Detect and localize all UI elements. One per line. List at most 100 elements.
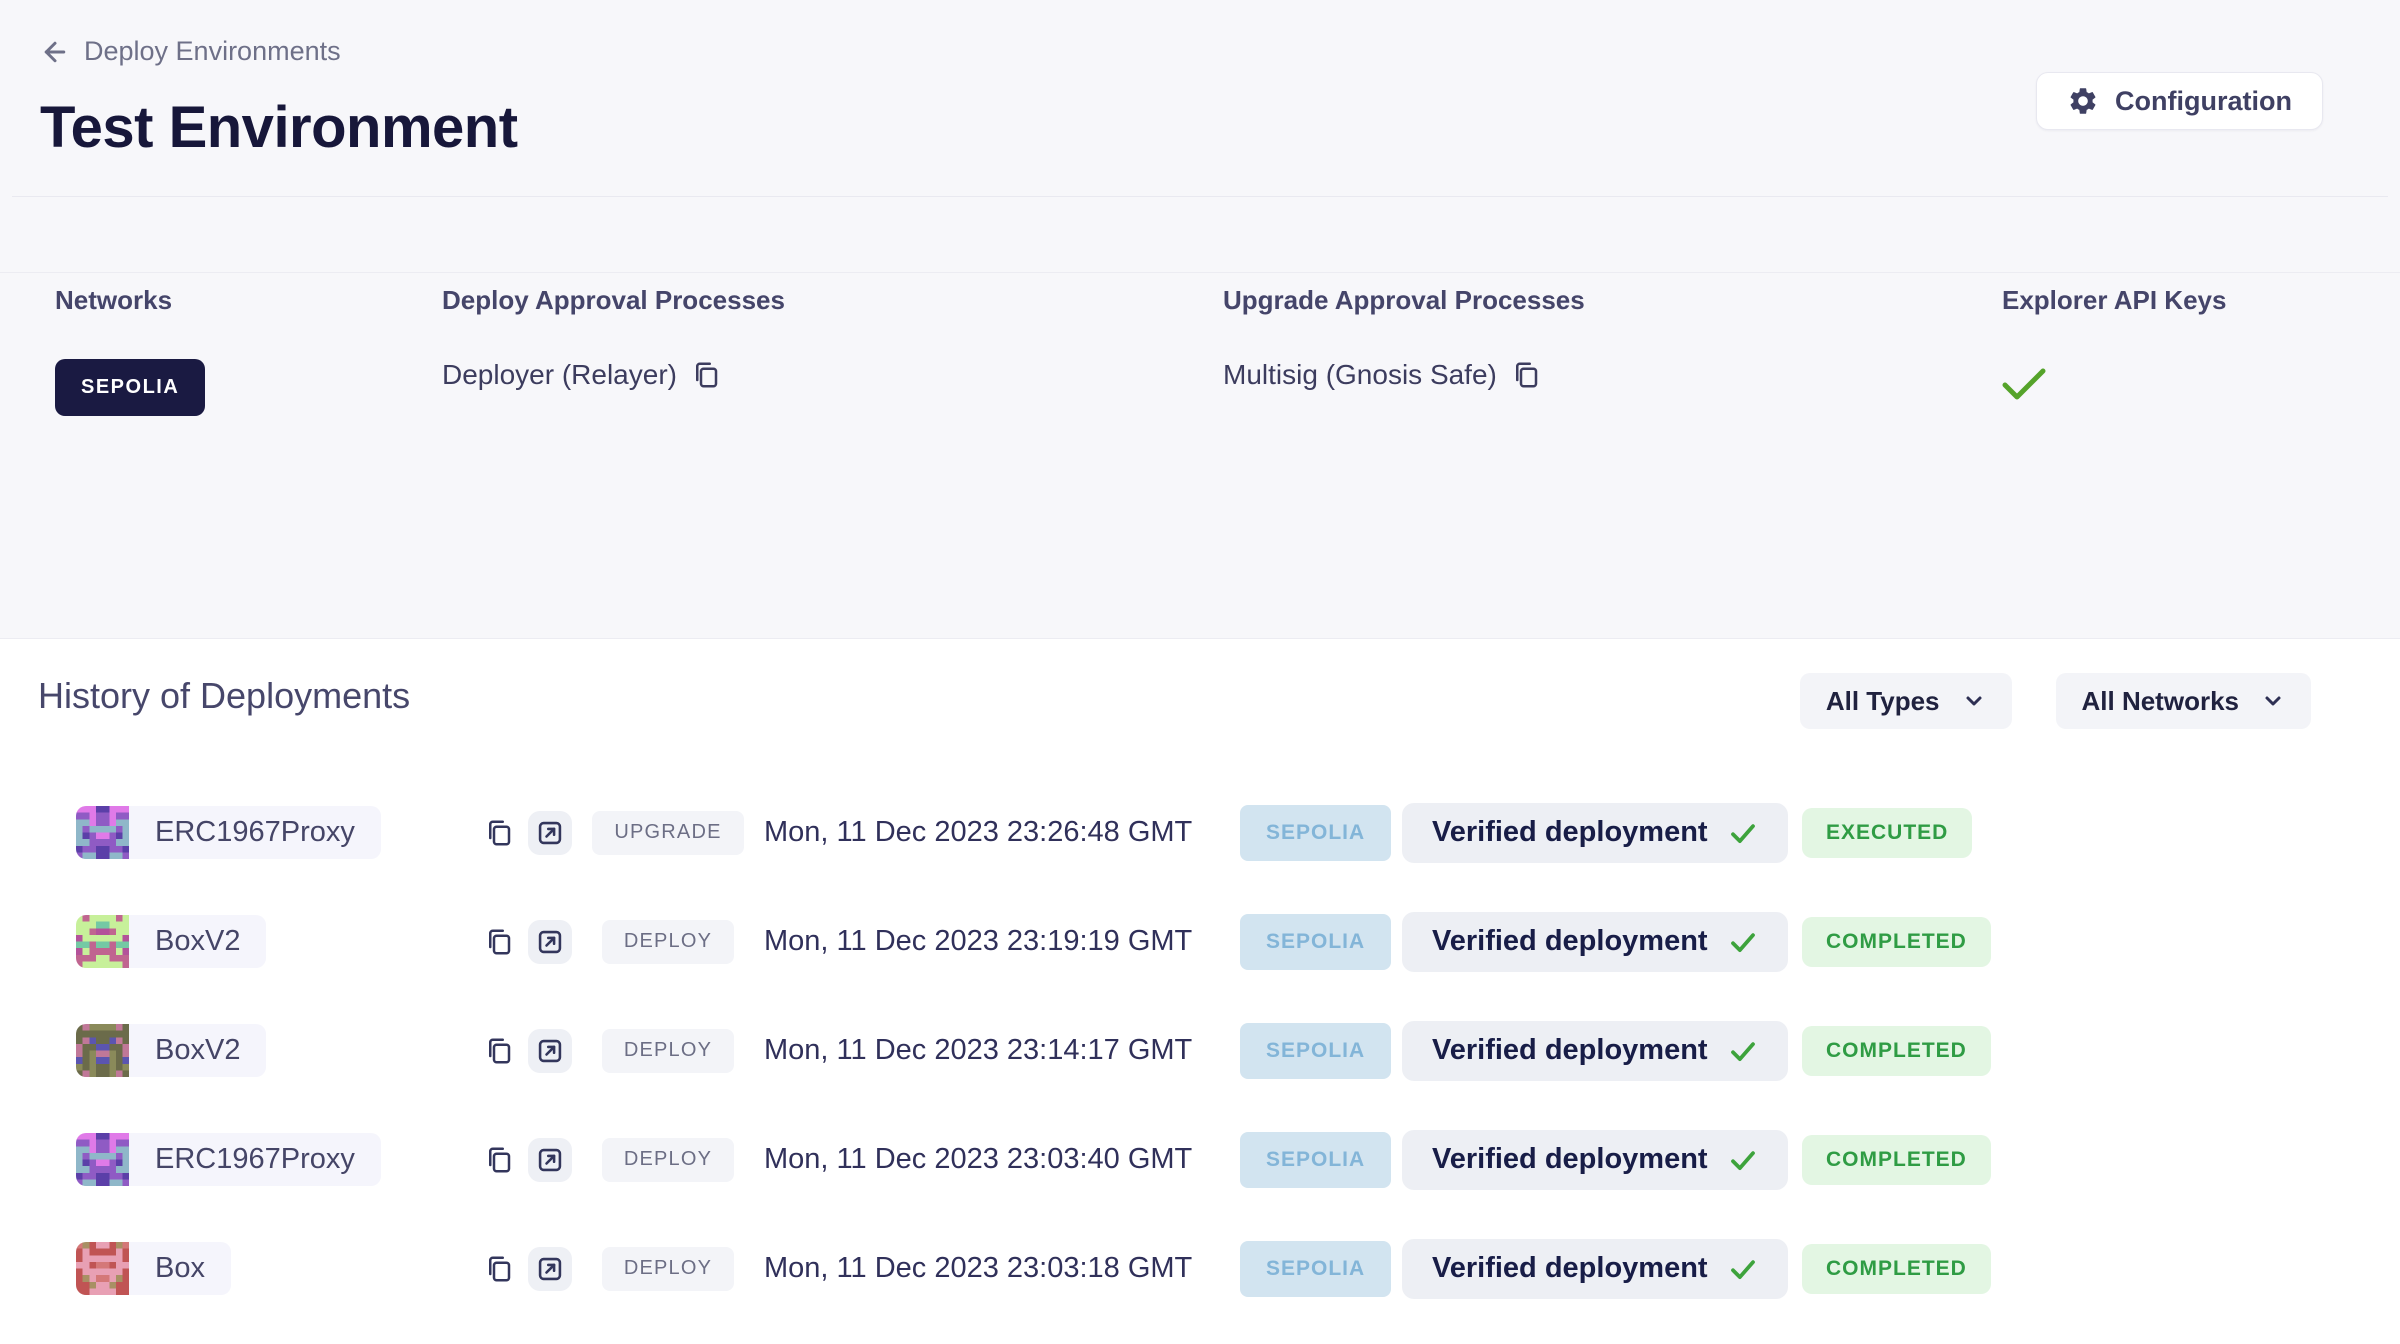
type-cell: DEPLOY xyxy=(600,1028,736,1073)
contract-cell: BoxV2 xyxy=(76,1024,484,1077)
status-cell: EXECUTED xyxy=(1802,807,1973,858)
external-link-icon xyxy=(538,821,562,844)
contract-avatar xyxy=(76,1024,129,1077)
column-header-upgrade-approval: Upgrade Approval Processes xyxy=(1223,285,1585,315)
verification-label: Verified deployment xyxy=(1432,1252,1708,1284)
page-title: Test Environment xyxy=(40,95,518,160)
external-link-button[interactable] xyxy=(528,1246,572,1291)
verification-pill: Verified deployment xyxy=(1402,1020,1788,1081)
deployment-row: BoxV2 DEPLOY Mon, 11 Dec 2023 23:19:19 G… xyxy=(76,911,2400,972)
verification-label: Verified deployment xyxy=(1432,925,1708,957)
contract-name: BoxV2 xyxy=(129,1024,267,1077)
deployment-row: ERC1967Proxy DEPLOY Mon, 11 Dec 2023 23:… xyxy=(76,1129,2400,1190)
contract-name: ERC1967Proxy xyxy=(129,1133,381,1186)
external-link-button[interactable] xyxy=(528,1137,572,1182)
status-cell: COMPLETED xyxy=(1802,1025,1991,1076)
verification-label: Verified deployment xyxy=(1432,1034,1708,1066)
breadcrumb-label[interactable]: Deploy Environments xyxy=(84,36,341,66)
external-link-icon xyxy=(538,930,562,953)
external-link-button[interactable] xyxy=(528,810,572,855)
copy-icon xyxy=(489,1038,511,1063)
copy-icon xyxy=(489,929,511,954)
deployment-date: Mon, 11 Dec 2023 23:03:40 GMT xyxy=(764,1143,1193,1175)
status-badge: COMPLETED xyxy=(1802,916,1991,967)
history-rows: ERC1967Proxy UPGRADE Mon, 11 Dec 2023 23… xyxy=(76,802,2400,1344)
deployment-type-badge: DEPLOY xyxy=(601,1137,735,1182)
upgrade-approval-value: Multisig (Gnosis Safe) xyxy=(1223,359,1497,390)
copy-upgrade-approval-button[interactable] xyxy=(1511,360,1541,390)
history-title: History of Deployments xyxy=(38,675,411,716)
type-filter-dropdown[interactable]: All Types xyxy=(1799,673,2012,729)
deployment-date: Mon, 11 Dec 2023 23:19:19 GMT xyxy=(764,925,1193,957)
verification-pill: Verified deployment xyxy=(1402,1129,1788,1190)
verification-label: Verified deployment xyxy=(1432,816,1708,848)
row-actions xyxy=(484,1246,600,1291)
chevron-down-icon xyxy=(1966,696,1981,706)
verification-pill: Verified deployment xyxy=(1402,802,1788,863)
environment-details: Networks Deploy Approval Processes Upgra… xyxy=(0,272,2400,638)
row-actions xyxy=(484,810,600,855)
contract-avatar xyxy=(76,806,129,859)
header-divider xyxy=(12,196,2388,197)
status-cell: COMPLETED xyxy=(1802,1134,1991,1185)
copy-address-button[interactable] xyxy=(484,1036,514,1066)
external-link-button[interactable] xyxy=(528,1028,572,1073)
row-actions xyxy=(484,919,600,964)
type-cell: DEPLOY xyxy=(600,919,736,964)
network-filter-dropdown[interactable]: All Networks xyxy=(2055,673,2311,729)
contract-name: ERC1967Proxy xyxy=(129,806,381,859)
deploy-approval-value: Deployer (Relayer) xyxy=(442,359,677,390)
external-link-icon xyxy=(538,1257,562,1280)
back-arrow-icon[interactable] xyxy=(40,37,70,67)
check-icon xyxy=(1730,1150,1755,1170)
upgrade-approval-cell: Multisig (Gnosis Safe) xyxy=(1223,359,1541,391)
deployment-type-badge: DEPLOY xyxy=(601,919,735,964)
verification-cell: Verified deployment xyxy=(1402,1020,1802,1081)
network-badge-sepolia: SEPOLIA xyxy=(1240,804,1392,861)
status-cell: COMPLETED xyxy=(1802,916,1991,967)
contract-name: BoxV2 xyxy=(129,915,267,968)
copy-address-button[interactable] xyxy=(484,818,514,848)
configuration-button-label: Configuration xyxy=(2115,85,2292,116)
copy-icon xyxy=(695,362,718,388)
type-filter-value: All Types xyxy=(1825,685,1940,716)
check-icon xyxy=(1730,1041,1755,1061)
copy-icon xyxy=(489,1147,511,1172)
contract-avatar xyxy=(76,915,129,968)
contract-avatar xyxy=(76,1242,129,1295)
history-section: History of Deployments All Types All Net… xyxy=(0,638,2400,1344)
network-badge-sepolia: SEPOLIA xyxy=(1240,1240,1392,1297)
deployment-date: Mon, 11 Dec 2023 23:14:17 GMT xyxy=(764,1034,1193,1066)
copy-icon xyxy=(1515,362,1538,388)
deployment-row: Box DEPLOY Mon, 11 Dec 2023 23:03:18 GMT… xyxy=(76,1238,2400,1299)
copy-icon xyxy=(489,1256,511,1281)
configuration-button[interactable]: Configuration xyxy=(2036,72,2323,130)
status-badge: COMPLETED xyxy=(1802,1134,1991,1185)
external-link-icon xyxy=(538,1039,562,1062)
verification-cell: Verified deployment xyxy=(1402,1238,1802,1299)
row-actions xyxy=(484,1137,600,1182)
external-link-button[interactable] xyxy=(528,919,572,964)
network-cell: SEPOLIA xyxy=(1240,1240,1402,1297)
breadcrumb[interactable]: Deploy Environments xyxy=(40,36,341,67)
copy-address-button[interactable] xyxy=(484,927,514,957)
type-cell: DEPLOY xyxy=(600,1137,736,1182)
check-icon xyxy=(1730,932,1755,952)
copy-address-button[interactable] xyxy=(484,1254,514,1284)
gear-icon xyxy=(2067,85,2099,117)
networks-cell: SEPOLIA xyxy=(55,359,206,416)
network-cell: SEPOLIA xyxy=(1240,913,1402,970)
check-icon xyxy=(1730,1259,1755,1279)
column-header-explorer-api-keys: Explorer API Keys xyxy=(2002,285,2227,315)
verification-label: Verified deployment xyxy=(1432,1143,1708,1175)
copy-deploy-approval-button[interactable] xyxy=(691,360,721,390)
contract-name: Box xyxy=(129,1242,231,1295)
column-header-deploy-approval: Deploy Approval Processes xyxy=(442,285,785,315)
deployment-type-badge: DEPLOY xyxy=(601,1246,735,1291)
network-cell: SEPOLIA xyxy=(1240,1131,1402,1188)
deployment-type-badge: UPGRADE xyxy=(592,810,744,855)
network-badge-sepolia: SEPOLIA xyxy=(55,359,206,416)
copy-address-button[interactable] xyxy=(484,1145,514,1175)
verification-cell: Verified deployment xyxy=(1402,1129,1802,1190)
